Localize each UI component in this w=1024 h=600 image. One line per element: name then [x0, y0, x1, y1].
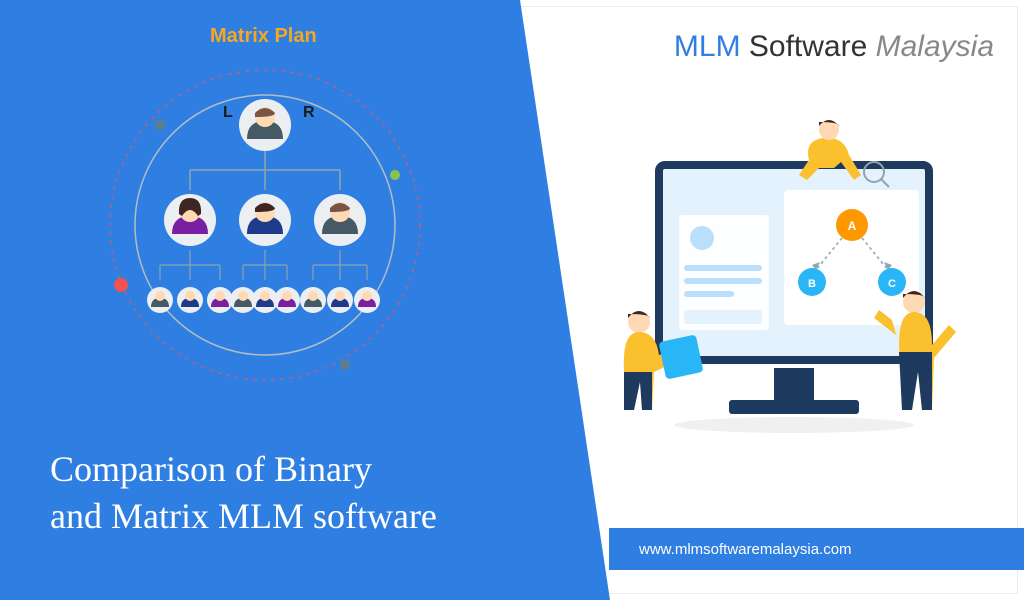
- heading-line2: and Matrix MLM software: [50, 496, 437, 536]
- matrix-plan-diagram: L R: [95, 55, 435, 395]
- svg-text:A: A: [848, 219, 857, 233]
- matrix-plan-title: Matrix Plan: [210, 25, 317, 48]
- heading-line1: Comparison of Binary: [50, 449, 372, 489]
- logo-part3: Malaysia: [876, 30, 994, 63]
- website-url-bar: www.mlmsoftwaremalaysia.com: [609, 528, 1024, 570]
- monitor-illustration: A B C: [584, 120, 984, 480]
- logo-part1: MLM: [674, 30, 741, 63]
- svg-text:B: B: [808, 278, 816, 290]
- svg-text:L: L: [223, 104, 233, 121]
- logo-part2: Software: [741, 30, 876, 63]
- brand-logo: MLM Software Malaysia: [674, 30, 994, 64]
- main-heading: Comparison of Binary and Matrix MLM soft…: [50, 446, 437, 540]
- svg-text:R: R: [303, 104, 315, 121]
- svg-text:C: C: [888, 278, 896, 290]
- website-url: www.mlmsoftwaremalaysia.com: [639, 541, 852, 558]
